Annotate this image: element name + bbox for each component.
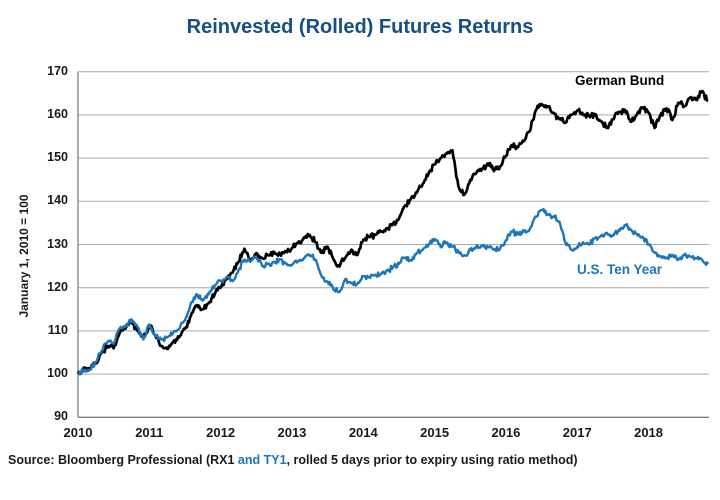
- x-tick-label: 2012: [206, 425, 236, 440]
- y-tick-label: 140: [47, 193, 68, 208]
- us-ten-year-line: [77, 207, 710, 376]
- x-tick-label: 2016: [491, 425, 521, 440]
- y-tick-label: 150: [47, 150, 68, 165]
- y-tick-label: 160: [47, 106, 68, 121]
- y-tick-label: 130: [47, 236, 68, 251]
- y-tick-label: 90: [54, 409, 68, 424]
- x-tick-label: 2010: [63, 425, 93, 440]
- x-tick-label: 2014: [348, 425, 378, 440]
- source-text-highlight: and TY1: [237, 453, 287, 467]
- x-tick-label: 2018: [634, 425, 664, 440]
- chart-title: Reinvested (Rolled) Futures Returns: [186, 16, 534, 38]
- us-ten-year-series-label: U.S. Ten Year: [577, 262, 663, 277]
- x-tick-label: 2013: [277, 425, 307, 440]
- y-tick-label: 110: [47, 322, 68, 337]
- x-tick-label: 2015: [420, 425, 450, 440]
- german-bund-series-label: German Bund: [575, 73, 665, 88]
- source-text-prefix: Source: Bloomberg Professional (RX1: [8, 453, 238, 467]
- source-note: Source: Bloomberg Professional (RX1 and …: [8, 453, 578, 467]
- source-text-suffix: , rolled 5 days prior to expiry using ra…: [286, 453, 578, 467]
- german-bund-line: [76, 89, 709, 376]
- y-tick-label: 120: [47, 279, 68, 294]
- y-tick-label: 170: [47, 63, 68, 78]
- y-tick-label: 100: [47, 366, 68, 381]
- x-tick-label: 2011: [135, 425, 164, 440]
- x-tick-label: 2017: [562, 425, 592, 440]
